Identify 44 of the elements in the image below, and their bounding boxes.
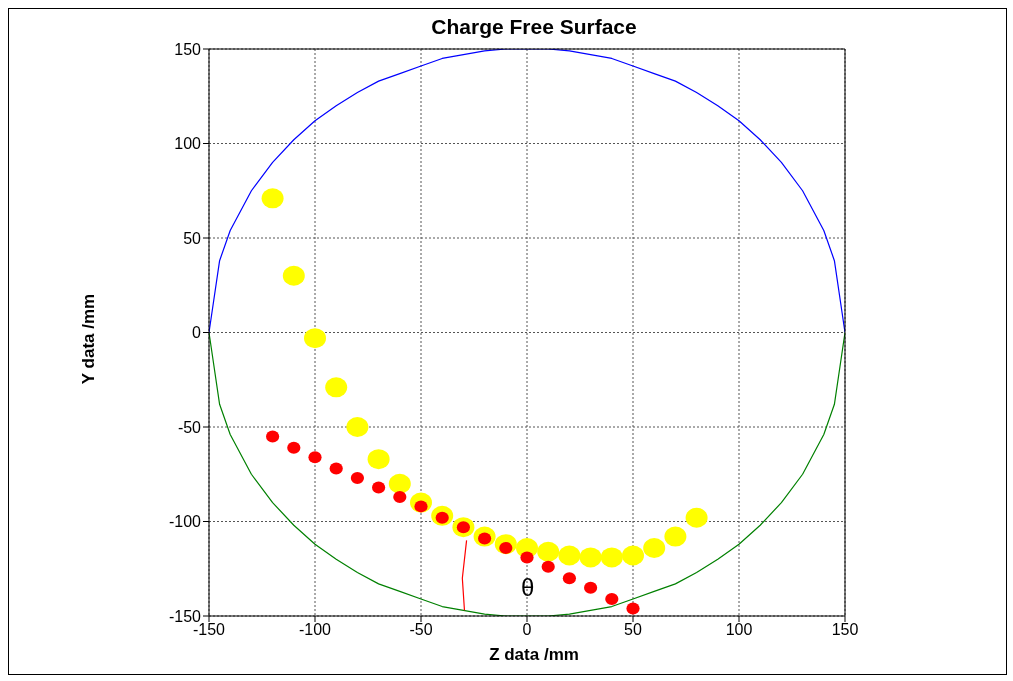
point — [600, 547, 623, 568]
point — [329, 462, 343, 475]
point — [537, 541, 560, 562]
point — [520, 551, 534, 564]
x-tick-label: 150 — [831, 621, 859, 639]
point — [605, 592, 619, 605]
y-axis-title: Y data /mm — [79, 292, 99, 387]
point — [388, 473, 411, 494]
y-tick-label: 50 — [183, 229, 202, 247]
point — [308, 451, 322, 464]
x-tick-label: -50 — [409, 621, 433, 639]
point — [346, 417, 369, 437]
y-tick-label: -50 — [177, 418, 202, 436]
x-tick-label: 100 — [725, 621, 753, 639]
point — [325, 377, 348, 398]
x-tick-label: -100 — [298, 621, 332, 639]
point — [541, 560, 555, 573]
point — [584, 581, 598, 594]
point — [622, 545, 644, 566]
point — [664, 526, 687, 547]
point — [626, 602, 640, 615]
point — [261, 188, 284, 209]
point — [562, 572, 576, 585]
point — [367, 449, 390, 470]
x-tick-label: 0 — [522, 621, 532, 639]
y-tick-label: 0 — [192, 324, 202, 342]
point — [266, 430, 280, 443]
point — [393, 490, 407, 503]
point — [643, 537, 666, 558]
y-tick-label: -100 — [168, 513, 202, 531]
y-tick-label: 150 — [174, 40, 202, 58]
x-tick-label: 50 — [624, 621, 642, 639]
y-tick-label: 100 — [174, 135, 202, 153]
x-axis-title: Z data /mm — [488, 645, 580, 665]
point — [287, 441, 301, 454]
point — [350, 472, 364, 485]
point — [372, 481, 386, 494]
point — [579, 547, 602, 568]
point — [304, 328, 326, 349]
point — [685, 507, 708, 528]
point — [558, 545, 581, 566]
point — [282, 265, 305, 286]
chart-title: Charge Free Surface — [430, 15, 638, 39]
annotation: θ — [521, 574, 535, 602]
